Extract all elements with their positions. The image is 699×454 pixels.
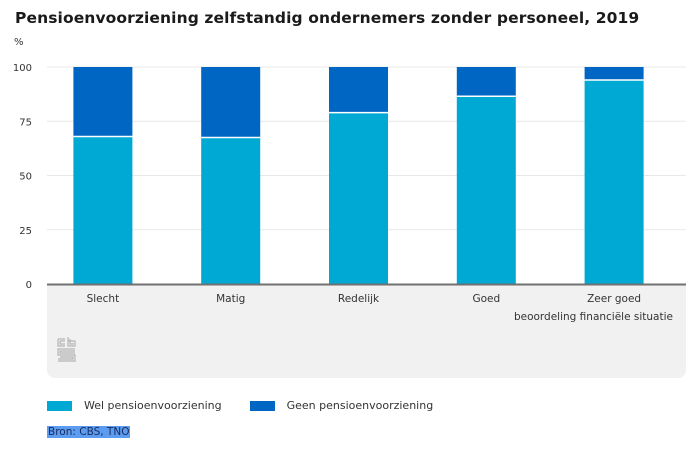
x-axis-panel	[47, 285, 686, 378]
legend-swatch-wel	[47, 400, 72, 411]
chart-plot: 0 25 50 75 100 Slecht Matig Redelijk Goed Zeer g…	[13, 63, 686, 323]
x-tick-label: Redelijk	[338, 293, 380, 305]
y-tick-label: 0	[26, 280, 32, 291]
x-tick-label: Matig	[216, 293, 245, 305]
legend-item-geen: Geen pensioenvoorziening	[249, 399, 434, 412]
bar-wel	[456, 96, 516, 284]
y-tick-label: 25	[19, 226, 32, 237]
legend-label-geen: Geen pensioenvoorziening	[286, 399, 434, 412]
bar-geen	[456, 67, 516, 97]
x-tick-label: Slecht	[87, 293, 120, 305]
bar-geen	[329, 67, 388, 113]
legend-label-wel: Wel pensioenvoorziening	[84, 399, 222, 412]
y-unit-label: %	[14, 37, 24, 48]
y-tick-label: 100	[13, 63, 32, 74]
bar-wel	[201, 137, 261, 284]
legend: Wel pensioenvoorziening Geen pensioenvoo…	[47, 399, 461, 412]
source-note: Bron: CBS, TNO	[47, 426, 131, 438]
legend-item-wel: Wel pensioenvoorziening	[47, 399, 222, 412]
bar-geen	[201, 67, 261, 138]
x-tick-label: Goed	[472, 293, 500, 305]
y-tick-label: 50	[19, 172, 32, 183]
bar-wel	[329, 112, 388, 284]
y-tick-label: 75	[19, 117, 32, 128]
chart-title: Pensioenvoorziening zelfstandig ondernem…	[15, 9, 640, 27]
bar-geen	[73, 67, 133, 137]
cbs-logo-icon	[56, 336, 78, 364]
legend-swatch-geen	[249, 400, 275, 411]
bar-wel	[73, 136, 133, 284]
x-tick-label: Zeer goed	[587, 293, 641, 305]
bar-geen	[584, 67, 644, 81]
bar-wel	[584, 80, 644, 285]
x-axis-title: beoordeling financiële situatie	[514, 311, 673, 323]
